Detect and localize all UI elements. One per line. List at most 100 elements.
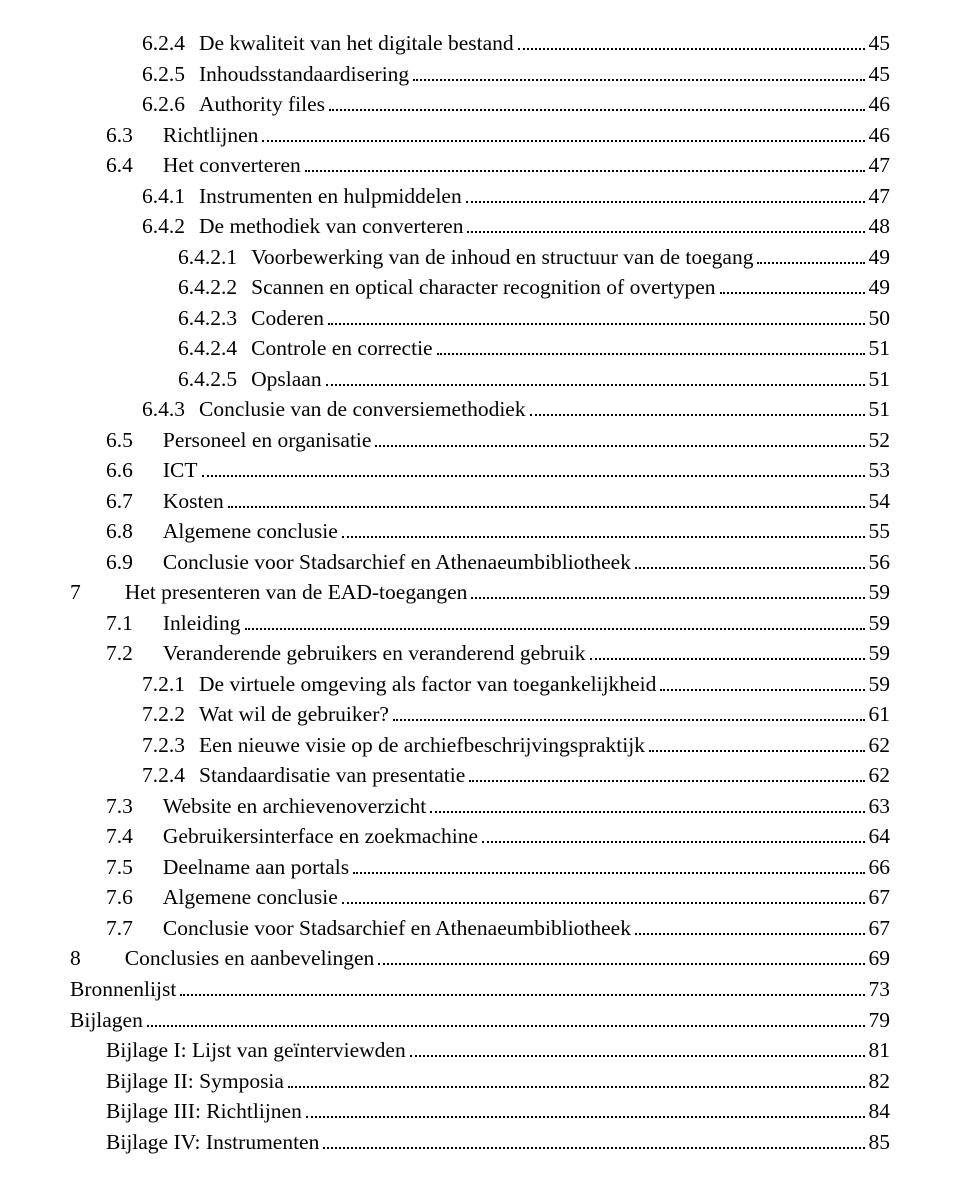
toc-section-number: 7.2 (106, 638, 133, 669)
toc-entry: 6.2.5Inhoudsstandaardisering45 (142, 59, 890, 90)
toc-section-number: 6.4.2.3 (178, 303, 237, 334)
toc-entry: 7.2.1De virtuele omgeving als factor van… (142, 669, 890, 700)
toc-title: Een nieuwe visie op de archiefbeschrijvi… (199, 730, 645, 761)
toc-entry: 7.2.4Standaardisatie van presentatie62 (142, 760, 890, 791)
toc-section-number: 6.5 (106, 425, 133, 456)
toc-leader-dots (375, 445, 864, 447)
toc-entry: 6.4.3Conclusie van de conversiemethodiek… (142, 394, 890, 425)
toc-title: Het converteren (163, 150, 301, 181)
toc-leader-dots (326, 384, 865, 386)
toc-entry: 6.4.2.5 Opslaan 51 (178, 364, 890, 395)
toc-leader-dots (518, 48, 865, 50)
toc-page-number: 66 (869, 852, 891, 883)
toc-leader-dots (430, 811, 864, 813)
toc-entry: Bijlage II: Symposia82 (106, 1066, 890, 1097)
toc-leader-dots (720, 292, 865, 294)
toc-page-number: 62 (869, 730, 891, 761)
toc-page-number: 62 (869, 760, 891, 791)
toc-section-number: 6.2.4 (142, 28, 185, 59)
toc-title: Personeel en organisatie (163, 425, 372, 456)
toc-page-number: 54 (869, 486, 891, 517)
table-of-contents: 6.2.4 De kwaliteit van het digitale besta… (70, 28, 890, 1157)
toc-leader-dots (288, 1086, 865, 1088)
toc-entry: 7.5Deelname aan portals66 (106, 852, 890, 883)
toc-leader-dots (466, 201, 865, 203)
toc-entry: Bijlage I: Lijst van geïnterviewden81 (106, 1035, 890, 1066)
toc-entry: 6.4.2.1Voorbewerking van de inhoud en st… (178, 242, 890, 273)
toc-page-number: 81 (869, 1035, 891, 1066)
toc-leader-dots (393, 719, 865, 721)
toc-title: Instrumenten en hulpmiddelen (199, 181, 462, 212)
toc-page-number: 59 (869, 638, 891, 669)
toc-title: Opslaan (251, 364, 321, 395)
toc-title: Algemene conclusie (163, 516, 338, 547)
toc-leader-dots (323, 1147, 864, 1149)
toc-entry: 7.3Website en archievenoverzicht63 (106, 791, 890, 822)
toc-entry: 6.2.4 De kwaliteit van het digitale besta… (142, 28, 890, 59)
toc-entry: 6.4.2 De methodiek van converteren 48 (142, 211, 890, 242)
toc-leader-dots (328, 323, 865, 325)
toc-section-number: 6.4.2.5 (178, 364, 237, 395)
toc-title: Controle en correctie (251, 333, 432, 364)
toc-title: Bijlage IV: Instrumenten (106, 1127, 319, 1158)
toc-section-number: 6.4.2 (142, 211, 185, 242)
toc-title: Conclusie voor Stadsarchief en Athenaeum… (163, 913, 631, 944)
toc-leader-dots (410, 1055, 865, 1057)
toc-page-number: 48 (869, 211, 891, 242)
toc-entry: 6.3Richtlijnen46 (106, 120, 890, 151)
toc-entry: Bronnenlijst 73 (70, 974, 890, 1005)
toc-page-number: 63 (869, 791, 891, 822)
toc-leader-dots (378, 963, 864, 965)
toc-page-number: 47 (869, 181, 891, 212)
toc-leader-dots (437, 353, 865, 355)
toc-section-number: 7.2.2 (142, 699, 185, 730)
toc-page-number: 49 (869, 242, 891, 273)
toc-leader-dots (660, 689, 864, 691)
toc-page-number: 51 (869, 364, 891, 395)
toc-entry: 6.6ICT53 (106, 455, 890, 486)
toc-section-number: 6.2.5 (142, 59, 185, 90)
toc-leader-dots (228, 506, 865, 508)
toc-section-number: 7.3 (106, 791, 133, 822)
toc-section-number: 6.8 (106, 516, 133, 547)
toc-title: De methodiek van converteren (199, 211, 463, 242)
toc-page-number: 47 (869, 150, 891, 181)
toc-section-number: 7.5 (106, 852, 133, 883)
toc-leader-dots (757, 262, 864, 264)
toc-leader-dots (245, 628, 865, 630)
toc-title: Algemene conclusie (163, 882, 338, 913)
toc-section-number: 7.6 (106, 882, 133, 913)
toc-entry: 7.6 Algemene conclusie 67 (106, 882, 890, 913)
toc-page-number: 85 (869, 1127, 891, 1158)
toc-title: Bijlage II: Symposia (106, 1066, 284, 1097)
toc-page-number: 67 (869, 882, 891, 913)
toc-entry: Bijlage III: Richtlijnen84 (106, 1096, 890, 1127)
toc-section-number: 8 (70, 943, 81, 974)
toc-section-number: 6.9 (106, 547, 133, 578)
toc-page-number: 64 (869, 821, 891, 852)
toc-section-number: 6.4.2.1 (178, 242, 237, 273)
toc-leader-dots (342, 536, 865, 538)
toc-section-number: 6.4.1 (142, 181, 185, 212)
toc-entry: 6.4.2.2Scannen en optical character reco… (178, 272, 890, 303)
toc-page-number: 49 (869, 272, 891, 303)
toc-leader-dots (147, 1025, 865, 1027)
toc-page-number: 45 (869, 59, 891, 90)
toc-entry: Bijlagen 79 (70, 1005, 890, 1036)
toc-page-number: 59 (869, 577, 891, 608)
toc-leader-dots (413, 79, 864, 81)
toc-leader-dots (482, 841, 864, 843)
toc-page-number: 46 (869, 89, 891, 120)
toc-entry: 7.2.3Een nieuwe visie op de archiefbesch… (142, 730, 890, 761)
toc-leader-dots (471, 597, 864, 599)
toc-entry: 7Het presenteren van de EAD-toegangen 59 (70, 577, 890, 608)
toc-section-number: 6.4 (106, 150, 133, 181)
toc-leader-dots (180, 994, 864, 996)
toc-title: Coderen (251, 303, 324, 334)
toc-title: Het presenteren van de EAD-toegangen (125, 577, 468, 608)
toc-title: De kwaliteit van het digitale bestand (199, 28, 514, 59)
toc-page-number: 56 (869, 547, 891, 578)
toc-title: Scannen en optical character recognition… (251, 272, 715, 303)
toc-section-number: 7.4 (106, 821, 133, 852)
toc-page-number: 84 (869, 1096, 891, 1127)
